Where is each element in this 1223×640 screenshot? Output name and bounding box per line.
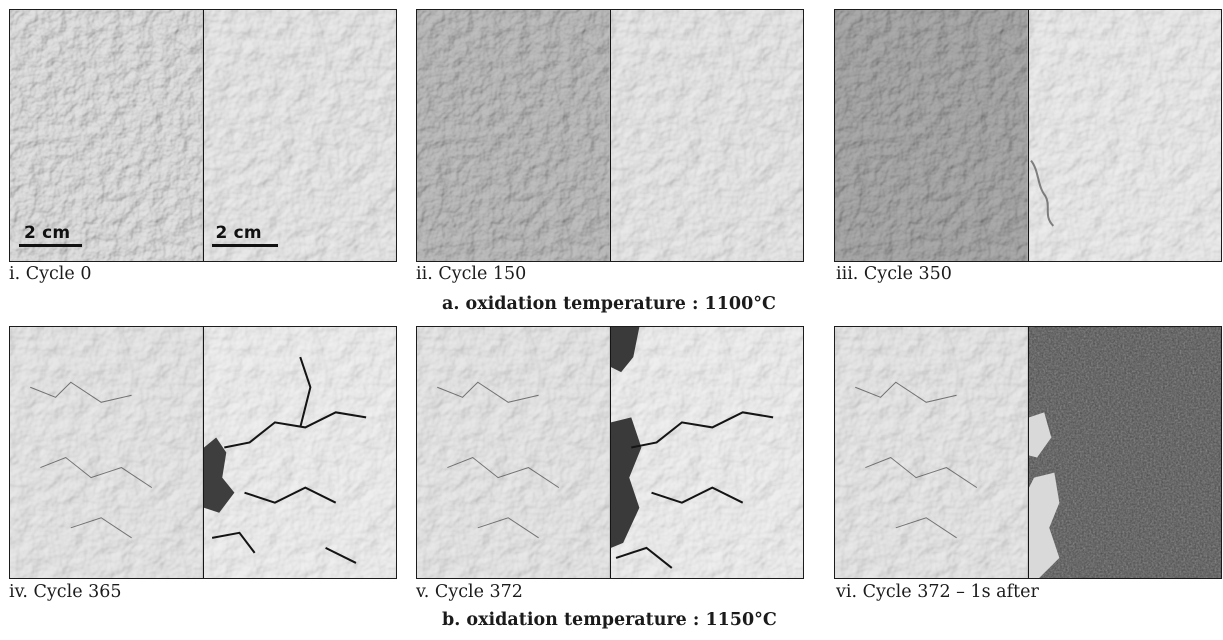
photo-after xyxy=(610,10,803,261)
section-title-1100c: a. oxidation temperature : 1100°C xyxy=(442,294,776,314)
surface-texture xyxy=(203,327,396,578)
photo-before xyxy=(835,327,1029,578)
scale-bar-label: 2 cm xyxy=(215,223,262,243)
photo-after xyxy=(203,327,396,578)
photo-before xyxy=(417,10,611,261)
surface-texture xyxy=(1028,10,1221,261)
panel-cycle-0: 2 cm 2 cm xyxy=(9,9,397,262)
panel-cycle-150 xyxy=(416,9,804,262)
surface-texture xyxy=(417,10,610,261)
panel-caption: ii. Cycle 150 xyxy=(416,264,527,284)
panel-cycle-372-1s-after xyxy=(834,326,1222,579)
spalled-surface-texture xyxy=(1028,327,1221,578)
surface-texture xyxy=(10,10,203,261)
panel-caption: v. Cycle 372 xyxy=(416,582,523,602)
photo-before xyxy=(417,327,611,578)
panel-caption: iii. Cycle 350 xyxy=(836,264,952,284)
panel-caption: iv. Cycle 365 xyxy=(9,582,122,602)
scale-bar xyxy=(19,244,82,247)
panel-cycle-372 xyxy=(416,326,804,579)
photo-after xyxy=(1028,10,1221,261)
surface-texture xyxy=(417,327,610,578)
photo-after xyxy=(610,327,803,578)
photo-before xyxy=(10,327,204,578)
panel-cycle-350 xyxy=(834,9,1222,262)
panel-caption: i. Cycle 0 xyxy=(9,264,92,284)
photo-before xyxy=(835,10,1029,261)
scale-bar-label: 2 cm xyxy=(24,223,71,243)
surface-texture xyxy=(835,10,1028,261)
panel-caption: vi. Cycle 372 – 1s after xyxy=(836,582,1039,602)
surface-texture xyxy=(835,327,1028,578)
photo-after-spalled xyxy=(1028,327,1221,578)
panel-cycle-365 xyxy=(9,326,397,579)
surface-texture xyxy=(610,327,803,578)
section-title-1150c: b. oxidation temperature : 1150°C xyxy=(442,610,777,630)
scale-bar xyxy=(211,244,278,247)
photo-before: 2 cm xyxy=(10,10,204,261)
surface-texture xyxy=(610,10,803,261)
photo-after: 2 cm xyxy=(203,10,396,261)
surface-texture xyxy=(10,327,203,578)
surface-texture xyxy=(203,10,396,261)
